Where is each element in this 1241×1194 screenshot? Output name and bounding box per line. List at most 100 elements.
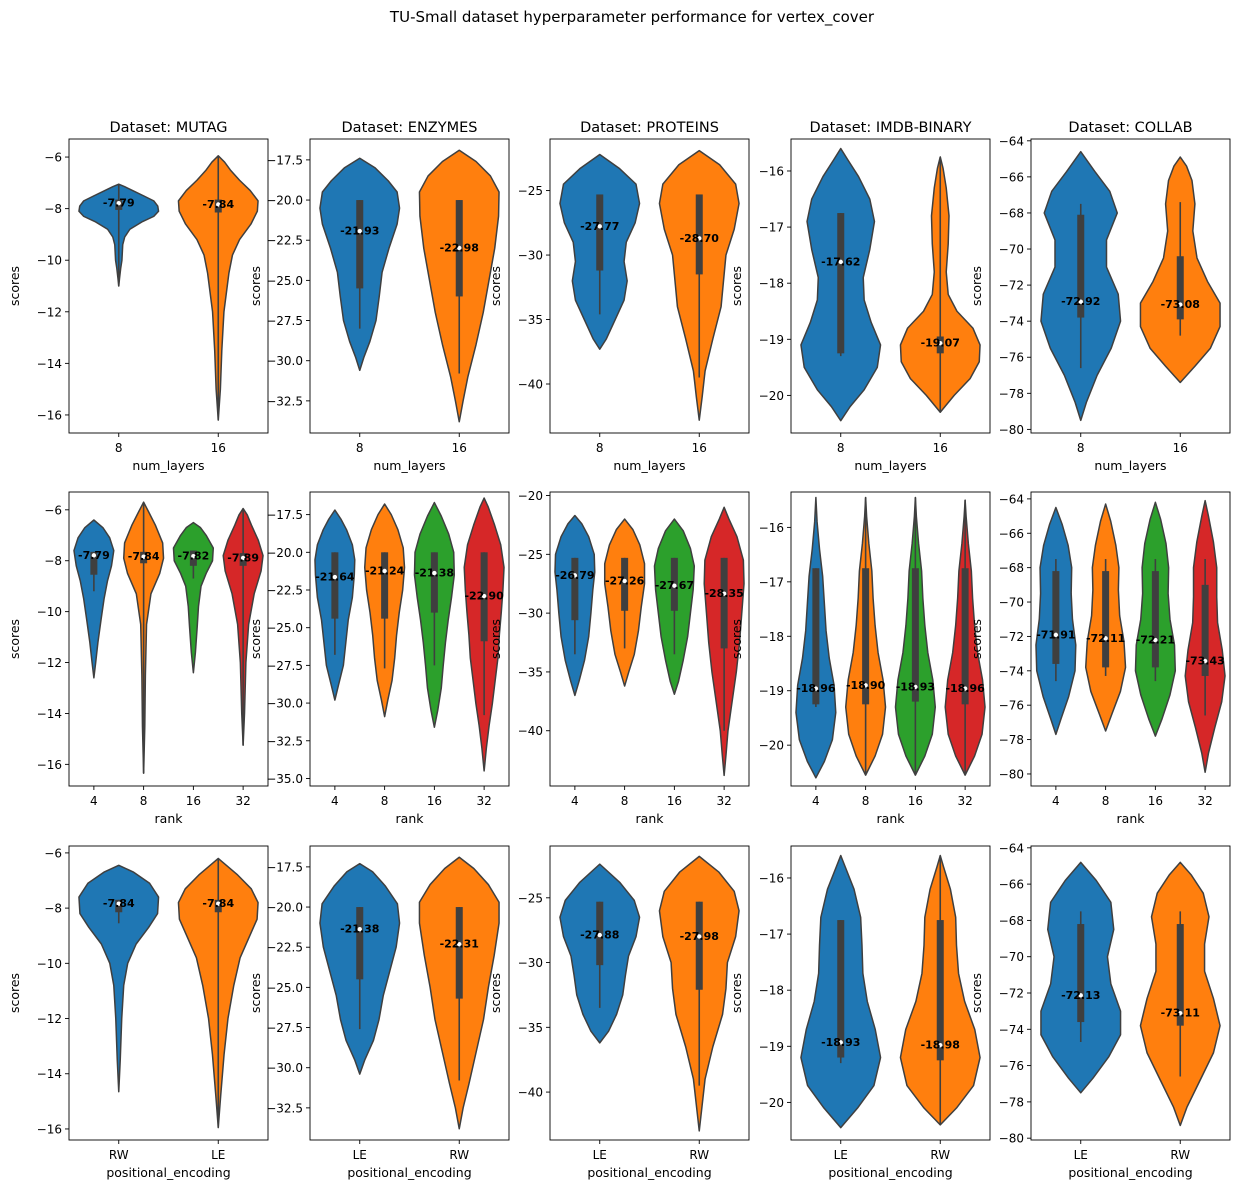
y-tick-label: −19 bbox=[759, 333, 784, 347]
median-label: -21.24 bbox=[365, 565, 405, 578]
violin-median-dot bbox=[1202, 658, 1208, 664]
y-tick-label: −80 bbox=[999, 423, 1024, 437]
violin-median-dot bbox=[697, 934, 702, 939]
median-label: -21.93 bbox=[340, 225, 379, 238]
y-tick-label: −70 bbox=[999, 243, 1024, 257]
x-tick-label: 8 bbox=[356, 441, 364, 455]
axes-frame bbox=[549, 138, 750, 434]
median-label: -73.11 bbox=[1161, 1007, 1200, 1020]
median-label: -26.79 bbox=[555, 569, 594, 582]
x-tick-label: LE bbox=[211, 1148, 225, 1162]
y-axis-label: scores bbox=[248, 619, 263, 659]
y-tick-label: −16 bbox=[759, 521, 784, 535]
y-tick-label: −12 bbox=[37, 305, 62, 319]
axes-frame bbox=[68, 491, 269, 787]
y-tick-label: −25.0 bbox=[266, 621, 303, 635]
violin-median-dot bbox=[962, 686, 968, 691]
violin-median-dot bbox=[721, 591, 727, 596]
violin-iqr-box bbox=[115, 899, 123, 913]
median-label: -27.98 bbox=[680, 930, 719, 943]
x-axis-label: rank bbox=[396, 811, 425, 826]
violin-panel: -71.91 -72.11 -72.21 -73.43 −64 −66 −68 −70 −72 −… bbox=[969, 491, 1231, 826]
y-tick-label: −78 bbox=[999, 1095, 1024, 1109]
median-label: -7.79 bbox=[103, 197, 135, 210]
y-tick-label: −76 bbox=[999, 1059, 1024, 1073]
violin-median-dot bbox=[838, 259, 843, 265]
y-tick-label: −14 bbox=[37, 1067, 62, 1081]
x-axis-label: num_layers bbox=[854, 458, 926, 473]
y-tick-label: −18 bbox=[759, 630, 784, 644]
violin-median-dot bbox=[813, 686, 819, 691]
y-axis-label: scores bbox=[248, 973, 263, 1013]
y-tick-label: −27.5 bbox=[266, 314, 303, 328]
violin-median-dot bbox=[481, 593, 487, 599]
x-tick-label: 16 bbox=[186, 794, 201, 808]
x-tick-label: 4 bbox=[812, 794, 820, 808]
y-tick-label: −8 bbox=[44, 902, 62, 916]
axes-frame bbox=[549, 491, 750, 787]
violin-median-dot bbox=[432, 570, 437, 576]
violin-iqr-box bbox=[430, 552, 438, 613]
y-tick-label: −14 bbox=[37, 707, 62, 721]
median-label: -19.07 bbox=[921, 337, 960, 350]
y-tick-label: −68 bbox=[999, 914, 1024, 928]
y-tick-label: −40 bbox=[518, 724, 543, 738]
violin-iqr-box bbox=[812, 568, 820, 705]
median-label: -18.96 bbox=[796, 682, 836, 695]
y-tick-label: −32.5 bbox=[266, 734, 303, 748]
x-axis-label: num_layers bbox=[373, 458, 445, 473]
median-label: -22.31 bbox=[440, 938, 479, 951]
violin-median-dot bbox=[382, 568, 387, 574]
violin-iqr-box bbox=[356, 907, 364, 980]
median-label: -18.98 bbox=[921, 1039, 960, 1052]
median-label: -21.64 bbox=[315, 571, 355, 584]
x-tick-label: 8 bbox=[596, 441, 604, 455]
y-tick-label: −35 bbox=[518, 1021, 543, 1035]
median-label: -7.79 bbox=[78, 549, 110, 562]
violin-panel: -72.13 -73.11 −64 −66 −68 −70 −72 −74 −76 −78 −80 L… bbox=[969, 841, 1231, 1180]
y-axis-label: scores bbox=[488, 973, 503, 1013]
y-tick-label: −17.5 bbox=[266, 153, 303, 167]
violin-median-dot bbox=[116, 901, 121, 906]
y-tick-label: −80 bbox=[999, 767, 1024, 781]
violin-median-dot bbox=[622, 578, 627, 584]
median-label: -73.08 bbox=[1161, 298, 1200, 311]
violin-iqr-box bbox=[837, 213, 845, 354]
median-label: -18.93 bbox=[896, 680, 935, 693]
y-tick-label: −30.0 bbox=[266, 354, 303, 368]
axes-frame bbox=[790, 138, 991, 434]
axes-frame bbox=[68, 845, 269, 1141]
violin-median-dot bbox=[938, 1042, 943, 1048]
y-tick-label: −16 bbox=[37, 758, 62, 772]
x-axis-label: num_layers bbox=[613, 458, 685, 473]
median-label: -72.92 bbox=[1061, 295, 1100, 308]
y-tick-label: −20.0 bbox=[266, 546, 303, 560]
median-label: -7.84 bbox=[128, 550, 160, 563]
violin-iqr-box bbox=[862, 568, 870, 705]
y-tick-label: −20.0 bbox=[266, 901, 303, 915]
median-label: -7.84 bbox=[103, 897, 135, 910]
y-axis-label: scores bbox=[729, 973, 744, 1013]
median-label: -17.62 bbox=[821, 255, 860, 268]
x-tick-label: RW bbox=[449, 1148, 469, 1162]
x-tick-label: 16 bbox=[211, 441, 226, 455]
median-label: -71.91 bbox=[1036, 628, 1075, 641]
violin-iqr-box bbox=[1176, 924, 1184, 1026]
y-tick-label: −20 bbox=[759, 389, 784, 403]
x-tick-label: 8 bbox=[837, 441, 845, 455]
y-tick-label: −30.0 bbox=[266, 1061, 303, 1075]
violin-iqr-box bbox=[1102, 571, 1110, 668]
violin-iqr-box bbox=[1077, 924, 1085, 1023]
axes-frame bbox=[309, 138, 510, 434]
violin-median-dot bbox=[697, 236, 702, 241]
y-tick-label: −20 bbox=[759, 1096, 784, 1110]
y-tick-label: −68 bbox=[999, 561, 1024, 575]
x-tick-label: 16 bbox=[1148, 794, 1163, 808]
x-tick-label: 4 bbox=[90, 794, 98, 808]
y-tick-label: −18 bbox=[759, 277, 784, 291]
x-axis-label: positional_encoding bbox=[106, 1165, 230, 1180]
violin-iqr-box bbox=[356, 200, 364, 289]
violin-median-dot bbox=[191, 553, 196, 559]
y-axis-label: scores bbox=[729, 266, 744, 306]
